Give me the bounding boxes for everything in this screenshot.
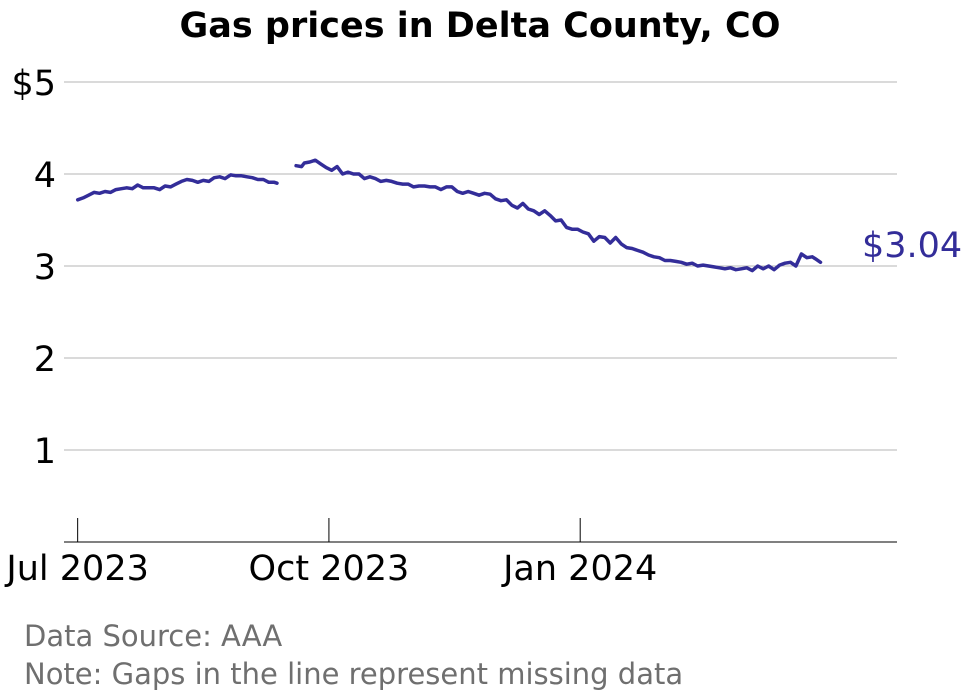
series-line-segment-2 <box>294 158 823 273</box>
data-source-note: Data Source: AAA <box>24 619 282 653</box>
gridlines <box>64 81 897 451</box>
y-tick-label-5: $5 <box>11 64 56 104</box>
chart-title: Gas prices in Delta County, CO <box>180 6 781 46</box>
price-series <box>75 158 823 273</box>
y-axis-ticks: $5 4 3 2 1 <box>11 64 56 472</box>
series-line-segment-1 <box>75 173 279 202</box>
x-tick-label-2: Jan 2024 <box>501 549 657 589</box>
y-tick-label-2: 2 <box>34 340 56 380</box>
x-tick-label-1: Oct 2023 <box>249 549 410 589</box>
x-tick-label-0: Jul 2023 <box>4 549 148 589</box>
y-tick-label-4: 4 <box>34 156 56 196</box>
x-axis-ticks: Jul 2023 Oct 2023 Jan 2024 <box>4 518 657 589</box>
y-tick-label-3: 3 <box>34 248 56 288</box>
latest-price-label: $3.04 <box>862 226 962 266</box>
y-tick-label-1: 1 <box>34 432 56 472</box>
missing-data-note: Note: Gaps in the line represent missing… <box>24 657 683 691</box>
